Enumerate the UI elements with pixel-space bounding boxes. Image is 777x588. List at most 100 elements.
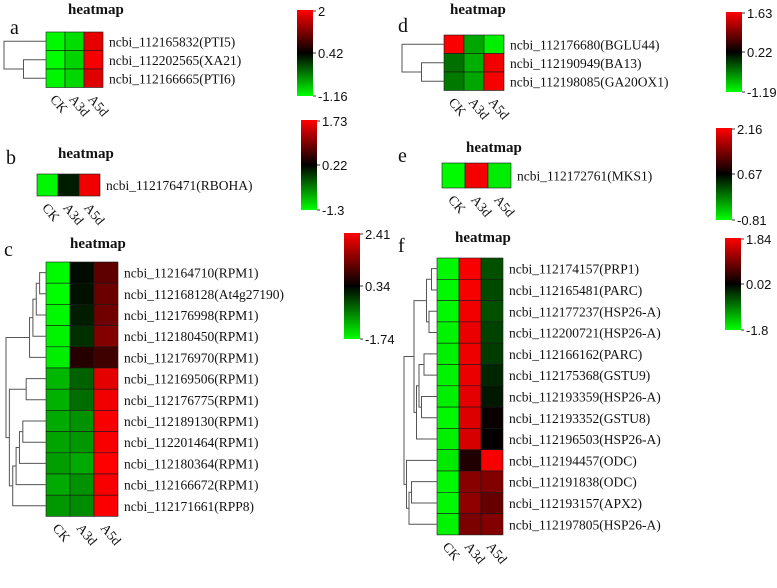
heatmap-cell <box>69 473 95 496</box>
panel-letter: f <box>398 235 405 257</box>
row-label: ncbi_112176471(RBOHA) <box>106 178 253 193</box>
heatmap-cell <box>93 346 119 369</box>
color-scale-bar <box>725 238 741 330</box>
heatmap-cell <box>45 473 71 496</box>
row-label: ncbi_112172761(MKS1) <box>517 169 652 184</box>
dendrogram-branch <box>32 298 46 337</box>
dendrogram-branch <box>3 40 46 70</box>
dendrogram-branch <box>8 388 27 487</box>
heatmap-cell <box>458 321 482 344</box>
heatmap-cell <box>69 304 95 326</box>
heatmap-cell <box>57 173 80 197</box>
heatmap-cell <box>436 513 460 536</box>
heatmap-cell <box>480 278 504 301</box>
heatmap-cell <box>480 257 504 280</box>
panel-letter: a <box>10 17 19 39</box>
heatmap-cell <box>436 406 460 429</box>
scale-max-label: 1.84 <box>746 232 771 247</box>
dendrogram-branch <box>5 337 30 439</box>
scale-mid-label: 0.02 <box>746 277 771 292</box>
heatmap-panel-c: c heatmap ncbi_112164710(RPM1) ncbi_1121681… <box>4 227 395 548</box>
scale-min-label: -1.74 <box>365 332 395 347</box>
row-label: ncbi_112193157(APX2) <box>509 496 642 511</box>
row-label: ncbi_112166665(PTI6) <box>109 71 235 86</box>
heatmap-cell <box>64 31 85 51</box>
heatmap-cell <box>93 452 119 475</box>
scale-min-label: -1.8 <box>746 323 768 338</box>
heatmap-cell <box>93 388 119 411</box>
row-label: ncbi_112164710(RPM1) <box>124 266 259 281</box>
heatmap-cell <box>480 470 504 493</box>
heatmap-cell <box>443 34 465 54</box>
heatmap-cell <box>83 31 104 51</box>
heatmap-cell <box>487 162 512 189</box>
heatmap-cell <box>64 68 85 88</box>
heatmap-cell <box>69 452 95 475</box>
heatmap-cell <box>458 278 482 301</box>
heatmap-cell <box>64 50 85 70</box>
heatmap-cell <box>480 364 504 387</box>
heatmap-cell <box>69 367 95 390</box>
heatmap-cell <box>69 346 95 369</box>
row-label: ncbi_112175368(GSTU9) <box>509 368 650 383</box>
scale-min-label: -1.3 <box>322 203 344 218</box>
heatmap-cell <box>458 449 482 472</box>
heatmap-cell <box>69 410 95 432</box>
row-label: ncbi_112166672(RPM1) <box>124 478 259 493</box>
heatmap-cell <box>93 367 119 390</box>
heatmap-cell <box>480 342 504 365</box>
dendrogram-branch <box>401 43 444 73</box>
row-label: ncbi_112194457(ODC) <box>509 453 637 468</box>
heatmap-cell <box>458 491 482 514</box>
heatmap-cell <box>45 304 71 326</box>
heatmap-cell <box>45 325 71 348</box>
panel-letter: b <box>6 147 16 169</box>
color-scale-bar <box>726 12 742 92</box>
heatmap-cell <box>36 173 59 197</box>
heatmap-cell <box>458 257 482 280</box>
row-label: ncbi_112174157(PRP1) <box>509 262 639 277</box>
dendrogram-branch <box>12 465 46 507</box>
scale-mid-label: 0.42 <box>318 46 343 61</box>
row-label: ncbi_112176680(BGLU44) <box>510 37 659 52</box>
row-label: ncbi_112176998(RPM1) <box>124 308 259 323</box>
heatmap-cell <box>436 385 460 408</box>
heatmap-cell <box>45 410 71 432</box>
dendrogram-branch <box>39 272 46 295</box>
row-label: ncbi_112196503(HSP26-A) <box>509 432 661 447</box>
heatmap-cell <box>45 431 71 454</box>
heatmap-cell <box>443 53 465 73</box>
heatmap-cell <box>69 388 95 411</box>
dendrogram-branch <box>22 420 46 443</box>
heatmap-cell <box>83 68 104 88</box>
heatmap-cell <box>93 282 119 305</box>
scale-mid-label: 0.34 <box>365 279 390 294</box>
color-scale-bar <box>297 10 313 96</box>
row-label: ncbi_112165481(PARC) <box>509 283 642 298</box>
heatmap-panel-f: f heatmap ncbi_112174157(PRP1) ncbi_1121654… <box>398 230 771 567</box>
panel-title: heatmap <box>68 2 124 18</box>
color-scale-bar <box>716 128 732 220</box>
row-label: ncbi_112177237(HSP26-A) <box>509 304 661 319</box>
heatmap-cell <box>436 278 460 301</box>
heatmap-cell <box>69 325 95 348</box>
heatmap-cell <box>480 513 504 536</box>
scale-mid-label: 0.22 <box>747 45 772 60</box>
heatmap-cell <box>78 173 101 197</box>
row-label: ncbi_112202565(XA21) <box>109 53 241 68</box>
heatmap-cell <box>458 385 482 408</box>
scale-min-label: -1.16 <box>318 89 348 104</box>
panel-letter: d <box>398 15 408 37</box>
heatmap-cell <box>483 71 505 91</box>
heatmap-cell <box>483 53 505 73</box>
row-label: ncbi_112201464(RPM1) <box>124 435 259 450</box>
dendrogram-branch <box>29 317 46 358</box>
row-label: ncbi_112190949(BA13) <box>510 56 642 71</box>
heatmap-cell <box>45 50 66 70</box>
row-label: ncbi_112193352(GSTU8) <box>509 411 650 426</box>
heatmap-cell <box>463 53 485 73</box>
heatmap-cell <box>436 300 460 323</box>
row-label: ncbi_112171661(RPP8) <box>124 499 254 514</box>
